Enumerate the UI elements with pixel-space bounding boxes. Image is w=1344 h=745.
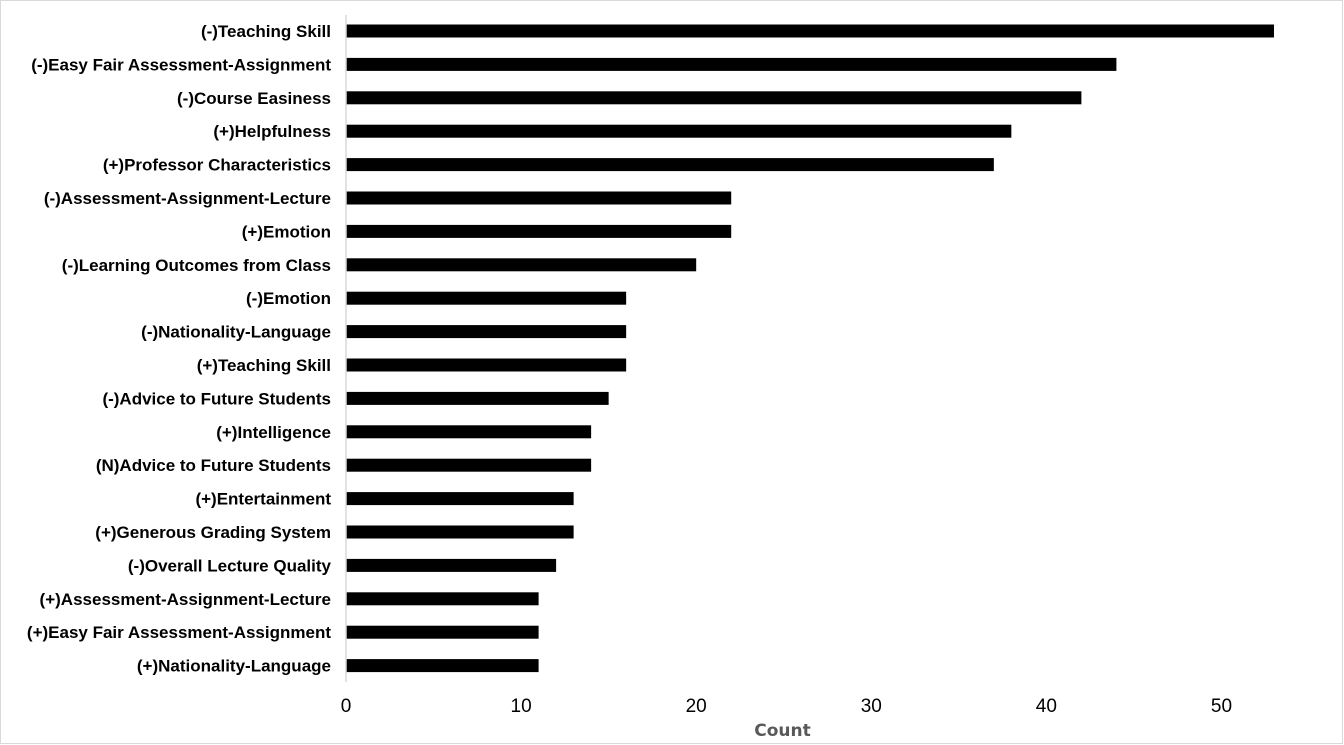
- bar: [346, 558, 557, 572]
- category-label: (+)Nationality-Language: [137, 657, 331, 676]
- category-label: (-)Overall Lecture Quality: [128, 556, 332, 575]
- category-label: (+)Entertainment: [195, 490, 331, 509]
- category-label: (-)Teaching Skill: [201, 22, 331, 41]
- bar: [346, 291, 627, 305]
- bar: [346, 458, 592, 472]
- x-axis-title: Count: [754, 721, 811, 741]
- bar: [346, 124, 1012, 138]
- category-label: (-)Emotion: [246, 289, 331, 308]
- bar: [346, 492, 574, 506]
- x-tick-label: 50: [1211, 696, 1232, 717]
- bar: [346, 659, 539, 673]
- bar: [346, 358, 627, 372]
- bar: [346, 91, 1082, 105]
- bars-layer: [346, 24, 1274, 673]
- category-labels: (-)Teaching Skill (-)Easy Fair Assessment…: [27, 22, 332, 676]
- x-tick-label: 0: [341, 696, 352, 717]
- bar: [346, 24, 1274, 38]
- category-label: (+)Helpfulness: [213, 122, 331, 141]
- category-label: (+)Generous Grading System: [95, 523, 331, 542]
- bar: [346, 325, 627, 339]
- category-label: (-)Nationality-Language: [141, 323, 331, 342]
- category-label: (N)Advice to Future Students: [96, 456, 331, 475]
- bar: [346, 525, 574, 539]
- category-label: (+)Professor Characteristics: [103, 156, 331, 175]
- bar: [346, 625, 539, 639]
- category-label: (+)Easy Fair Assessment-Assignment: [27, 623, 331, 642]
- bar: [346, 224, 732, 238]
- category-label: (-)Easy Fair Assessment-Assignment: [31, 55, 331, 74]
- bar: [346, 191, 732, 205]
- x-tick-label: 20: [686, 696, 707, 717]
- bar: [346, 158, 994, 172]
- x-tick-label: 30: [861, 696, 882, 717]
- bar: [346, 57, 1117, 71]
- category-label: (-)Course Easiness: [177, 89, 331, 108]
- category-label: (+)Assessment-Assignment-Lecture: [40, 590, 331, 609]
- category-label: (-)Assessment-Assignment-Lecture: [44, 189, 331, 208]
- bar: [346, 592, 539, 606]
- x-tick-label: 40: [1036, 696, 1057, 717]
- category-label: (-)Advice to Future Students: [102, 389, 331, 408]
- bar: [346, 391, 609, 405]
- bar: [346, 258, 697, 272]
- category-label: (-)Learning Outcomes from Class: [62, 256, 331, 275]
- x-tick-labels: 0 10 20 30 40 50: [341, 696, 1232, 717]
- category-label: (+)Intelligence: [216, 423, 331, 442]
- x-tick-label: 10: [511, 696, 532, 717]
- bar: [346, 425, 592, 439]
- category-label: (+)Teaching Skill: [197, 356, 331, 375]
- category-label: (+)Emotion: [242, 222, 331, 241]
